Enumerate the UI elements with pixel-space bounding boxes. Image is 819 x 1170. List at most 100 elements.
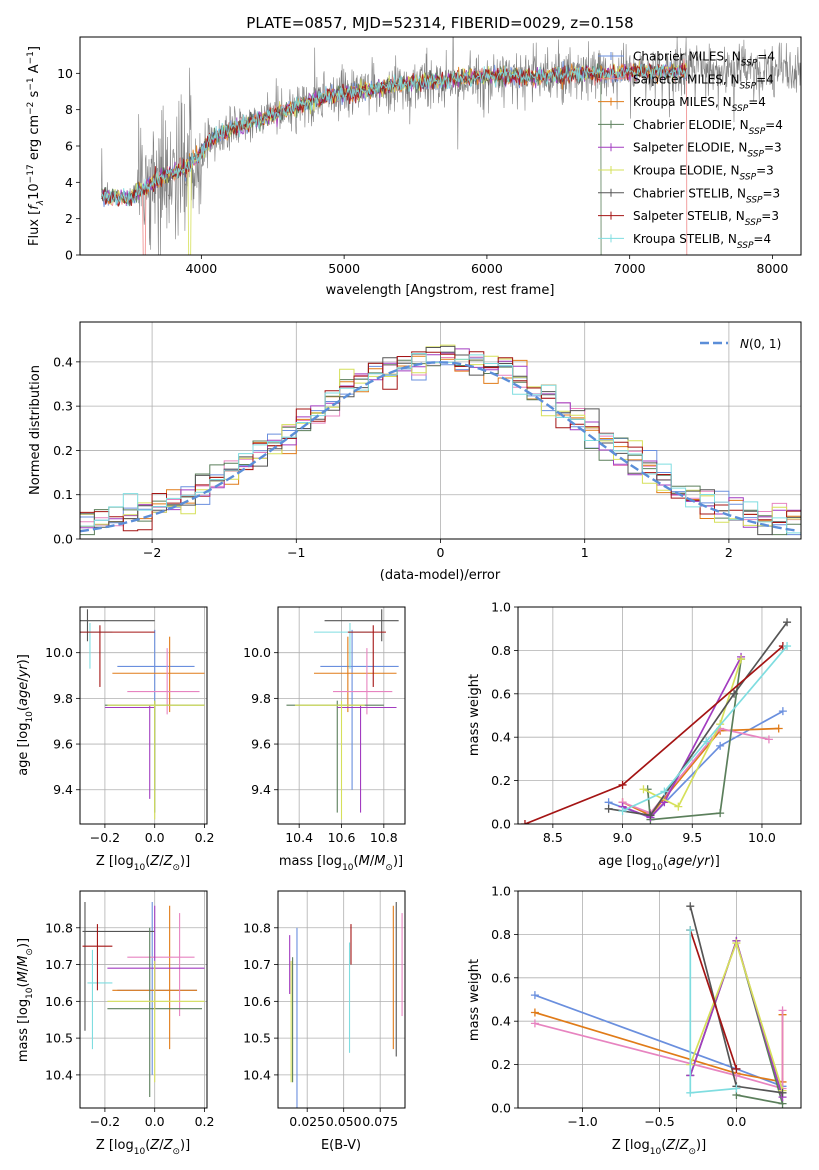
y-tick-label: 9.6: [251, 737, 271, 752]
series-line-kroupa-stelib: [622, 645, 788, 812]
legend-label: Salpeter MILES, NSSP=4: [633, 72, 774, 91]
x-tick-label: −0.5: [644, 1114, 674, 1129]
ticks-massweight-vs-age: 8.5 9.0 9.5 10.0 0.0 0.2 0.4 0.6 0.8 1.0: [491, 600, 776, 846]
ticks-age-vs-mass: 10.4 10.6 10.8 9.4 9.6 9.8 10.0: [243, 645, 398, 845]
plot-area-massweight-vs-age: [520, 618, 792, 824]
y-tick-label: 1.0: [491, 884, 511, 899]
y-tick-label: 10.7: [45, 957, 73, 972]
axes-frame: [79, 606, 208, 825]
y-axis-label: age [log10(age/yr)]: [16, 654, 35, 776]
x-tick-label: −2: [143, 545, 161, 560]
legend-hist: N(0, 1): [700, 337, 781, 351]
y-tick-label: 0.4: [491, 1014, 511, 1029]
series-line-kroupa-miles: [622, 727, 779, 817]
series-line-chabrier-miles: [534, 994, 783, 1088]
grid-massweight-vs-age: [518, 606, 801, 825]
series-point: [716, 809, 725, 818]
plot-area-massweight-vs-Z: [530, 902, 787, 1108]
series-line-kroupa-stelib: [689, 930, 737, 1094]
x-tick-label: −1: [287, 545, 305, 560]
series-point: [783, 618, 792, 627]
legend-label: Salpeter ELODIE, NSSP=3: [633, 141, 782, 160]
y-tick-label: 0: [65, 248, 73, 263]
y-tick-label: 0.4: [53, 354, 73, 369]
x-tick-label: 10.0: [748, 830, 776, 845]
legend-label: Salpeter STELIB, NSSP=3: [633, 209, 779, 228]
legend-label: Kroupa STELIB, NSSP=4: [633, 232, 771, 251]
y-tick-label: 10.6: [243, 994, 271, 1009]
x-tick-label: 8000: [757, 261, 789, 276]
series-point: [778, 1088, 787, 1097]
y-tick-label: 9.8: [251, 691, 271, 706]
y-tick-label: 0.2: [491, 773, 511, 788]
grid-mass-vs-ebv: [278, 891, 405, 1108]
x-tick-label: 7000: [614, 261, 646, 276]
x-axis-label: age [log10(age/yr)]: [598, 854, 720, 873]
legend-label: N(0, 1): [740, 337, 781, 351]
series-point: [686, 902, 695, 911]
ticks-residual-hist: −2 −1 0 1 2 0.0 0.1 0.2 0.3 0.4: [53, 354, 733, 560]
y-tick-label: 0.0: [53, 532, 73, 547]
normal-pdf-line: [80, 361, 799, 533]
y-tick-label: 10.0: [243, 645, 271, 660]
x-tick-label: −0.2: [90, 1114, 120, 1129]
axes-mass-vs-ebv: 0.025 0.050 0.075 10.4 10.5 10.6 10.7 10.8 E(B-V…: [243, 890, 406, 1153]
y-tick-label: 9.6: [53, 737, 73, 752]
axes-frame: [517, 606, 802, 825]
series-point: [686, 1088, 695, 1097]
x-tick-label: 0.075: [362, 1114, 398, 1129]
y-tick-label: 10.5: [243, 1031, 271, 1046]
axes-frame: [277, 606, 406, 825]
y-tick-label: 0.1: [53, 487, 73, 502]
figure-title: PLATE=0857, MJD=52314, FIBERID=0029, z=0…: [246, 14, 633, 32]
y-tick-label: 10: [57, 66, 73, 81]
series-point: [778, 1006, 787, 1015]
series-line-salpeter-stelib: [524, 645, 784, 824]
y-tick-label: 10.4: [243, 1067, 271, 1082]
y-tick-label: 0.8: [491, 643, 511, 658]
series-point: [730, 689, 739, 698]
plot-area-age-vs-Z: [80, 609, 205, 820]
series-line-chabrier-stelib: [608, 621, 788, 817]
x-tick-label: 9.5: [682, 830, 702, 845]
x-tick-label: 0.2: [195, 1114, 215, 1129]
axes-frame: [517, 890, 802, 1109]
ticks-massweight-vs-Z: −1.0 −0.5 0.0 0.0 0.2 0.4 0.6 0.8 1.0: [491, 884, 746, 1130]
plot-area-mass-vs-ebv: [289, 902, 403, 1108]
series-point: [660, 787, 669, 796]
axes-mass-vs-Z: −0.2 0.0 0.2 10.4 10.5 10.6 10.7 10.8 Z [log10(Z…: [16, 890, 214, 1157]
x-tick-label: −0.2: [90, 830, 120, 845]
x-tick-label: 8.5: [543, 830, 563, 845]
x-tick-label: 0.0: [726, 1114, 746, 1129]
ticks-mass-vs-ebv: 0.025 0.050 0.075 10.4 10.5 10.6 10.7 10.8: [243, 920, 398, 1129]
series-point: [618, 806, 627, 815]
y-tick-label: 8: [65, 102, 73, 117]
grid-mass-vs-Z: [80, 891, 207, 1108]
x-axis-label: Z [log10(Z/Z⊙)]: [96, 854, 190, 873]
x-axis-label: Z [log10(Z/Z⊙)]: [612, 1138, 706, 1157]
x-axis-label: wavelength [Angstrom, rest frame]: [326, 283, 555, 298]
series-point: [674, 802, 683, 811]
y-tick-label: 10.7: [243, 957, 271, 972]
model-line-kroupa-stelib: [100, 64, 687, 207]
plot-area-age-vs-mass: [286, 609, 399, 820]
plot-area-mass-vs-Z: [82, 902, 205, 1097]
y-tick-label: 10.8: [45, 920, 73, 935]
x-axis-label: (data-model)/error: [380, 568, 501, 583]
legend-label: Kroupa ELODIE, NSSP=3: [633, 164, 774, 183]
legend-label: Kroupa MILES, NSSP=4: [633, 95, 766, 114]
series-point: [604, 804, 613, 813]
x-tick-label: 0.050: [326, 1114, 362, 1129]
ticks-spectrum: 4000 5000 6000 7000 8000 0 2 4 6 8 10: [57, 66, 788, 276]
x-tick-label: 0.0: [145, 830, 165, 845]
legend-label: Chabrier ELODIE, NSSP=4: [633, 118, 783, 137]
y-tick-label: 1.0: [491, 600, 511, 615]
legend-label: Chabrier STELIB, NSSP=3: [633, 186, 780, 205]
y-tick-label: 0.6: [491, 970, 511, 985]
ticks-mass-vs-Z: −0.2 0.0 0.2 10.4 10.5 10.6 10.7 10.8: [45, 920, 214, 1129]
ticks-age-vs-Z: −0.2 0.0 0.2 9.4 9.6 9.8 10.0: [45, 645, 214, 845]
legend-spectrum: Chabrier MILES, NSSP=4 Salpeter MILES, NS…: [598, 50, 783, 251]
series-point: [732, 939, 741, 948]
y-tick-label: 0.8: [491, 927, 511, 942]
y-axis-label: mass weight: [467, 674, 482, 756]
